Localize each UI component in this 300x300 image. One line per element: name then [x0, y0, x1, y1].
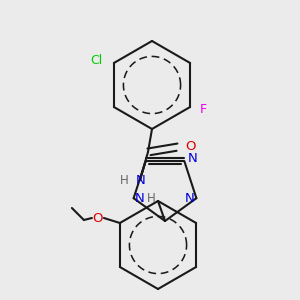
- Text: H: H: [147, 192, 156, 205]
- Text: H: H: [120, 173, 128, 187]
- Text: N: N: [135, 192, 145, 205]
- Text: O: O: [185, 140, 195, 154]
- Text: N: N: [188, 152, 197, 165]
- Text: F: F: [200, 103, 207, 116]
- Text: Cl: Cl: [90, 55, 102, 68]
- Text: N: N: [136, 173, 146, 187]
- Text: N: N: [184, 192, 194, 205]
- Text: O: O: [93, 212, 103, 224]
